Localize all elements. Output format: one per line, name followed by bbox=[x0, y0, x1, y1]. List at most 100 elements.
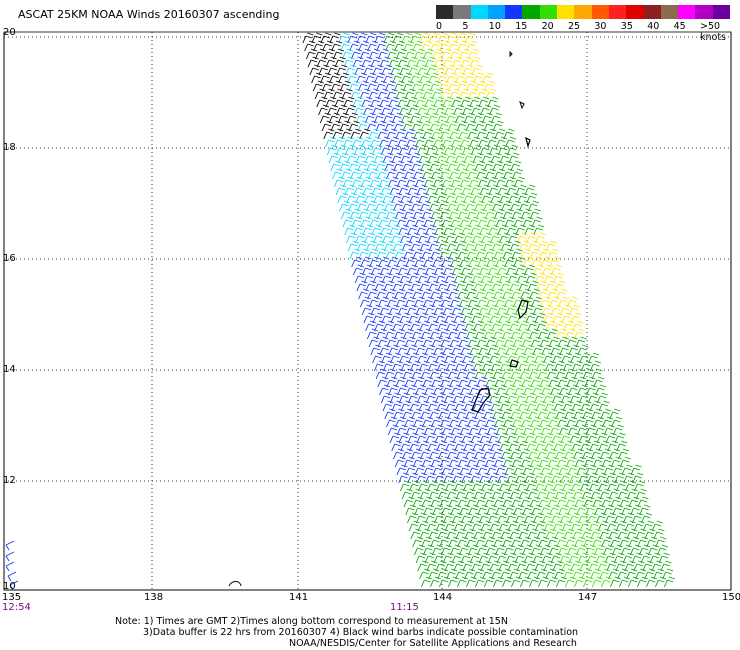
wind-barb bbox=[393, 448, 405, 460]
legend-label-5: 25 bbox=[568, 21, 581, 32]
wind-barb bbox=[438, 576, 450, 588]
wind-barb bbox=[645, 576, 657, 588]
island-small-2 bbox=[519, 101, 525, 110]
wind-barb bbox=[456, 576, 468, 588]
wind-barb bbox=[368, 336, 380, 348]
wind-barb bbox=[398, 472, 410, 484]
legend-label-0: 0 bbox=[436, 21, 443, 32]
wind-barb bbox=[328, 152, 340, 164]
footnotes: Note: 1) Times are GMT 2)Times along bot… bbox=[115, 616, 578, 649]
wind-barb bbox=[564, 576, 576, 588]
island-saipan bbox=[517, 299, 529, 320]
wind-barb bbox=[483, 576, 495, 588]
legend-swatch-7 bbox=[557, 5, 575, 19]
wind-barb bbox=[391, 440, 403, 452]
legend-swatch-10 bbox=[608, 5, 627, 19]
legend-color-bar bbox=[436, 5, 740, 19]
island-small-1 bbox=[525, 136, 531, 149]
wind-barb bbox=[492, 576, 504, 588]
wind-barb bbox=[7, 571, 17, 582]
wind-barb bbox=[321, 120, 333, 132]
wind-barb bbox=[366, 328, 378, 340]
wind-barb bbox=[5, 561, 15, 572]
wind-barb bbox=[396, 464, 408, 476]
legend-swatch-2 bbox=[470, 5, 488, 19]
legend-label-6: 30 bbox=[594, 21, 607, 32]
wind-barb bbox=[591, 576, 603, 588]
legend-swatch-4 bbox=[505, 5, 523, 19]
legend-swatch-9 bbox=[591, 5, 609, 19]
wind-barb bbox=[379, 384, 391, 396]
legend-label-1: 5 bbox=[462, 21, 469, 32]
wind-barb bbox=[316, 96, 328, 108]
x-tick-147: 147 bbox=[578, 592, 598, 603]
wind-barb bbox=[332, 168, 344, 180]
legend-swatch-8 bbox=[574, 5, 592, 19]
wind-barbs bbox=[5, 32, 675, 591]
wind-barb bbox=[546, 576, 558, 588]
legend-labels: 0 5 10 15 20 25 30 35 40 45 >50 knots bbox=[436, 19, 740, 43]
wind-barb bbox=[333, 176, 345, 188]
wind-barb bbox=[349, 248, 361, 260]
y-tick-12: 12 bbox=[3, 475, 16, 486]
wind-barb bbox=[342, 216, 354, 228]
y-tick-16: 16 bbox=[3, 253, 16, 264]
wind-barb bbox=[420, 576, 432, 588]
wind-barb bbox=[501, 576, 513, 588]
wind-barb bbox=[419, 568, 431, 580]
island-west-atoll bbox=[228, 581, 242, 587]
map-frame bbox=[3, 31, 732, 591]
wind-barb bbox=[380, 392, 392, 404]
legend-swatch-11 bbox=[626, 5, 644, 19]
wind-barb bbox=[465, 576, 477, 588]
wind-barb bbox=[387, 424, 399, 436]
wind-barb bbox=[365, 320, 377, 332]
wind-barb bbox=[344, 224, 356, 236]
wind-barb bbox=[312, 80, 324, 92]
legend-label-4: 20 bbox=[541, 21, 554, 32]
wind-barb bbox=[573, 576, 585, 588]
wind-barb bbox=[335, 184, 347, 196]
legend-label-9: 45 bbox=[673, 21, 686, 32]
legend-swatch-16 bbox=[712, 5, 731, 19]
wind-barb bbox=[410, 528, 422, 540]
y-tick-20: 20 bbox=[3, 27, 16, 38]
wind-barb bbox=[528, 576, 540, 588]
legend-swatch-15 bbox=[695, 5, 713, 19]
legend-swatch-3 bbox=[487, 5, 506, 19]
wind-barb bbox=[304, 40, 316, 52]
wind-barb bbox=[370, 344, 382, 356]
legend-swatch-1 bbox=[453, 5, 471, 19]
wind-barb bbox=[347, 240, 359, 252]
island-rota bbox=[509, 359, 519, 368]
island-outlines bbox=[228, 50, 531, 587]
y-tick-18: 18 bbox=[3, 142, 16, 153]
wind-barb bbox=[405, 504, 417, 516]
island-small-3 bbox=[509, 50, 513, 58]
legend-label-10: >50 knots bbox=[700, 21, 727, 43]
x-tick-150: 150 bbox=[722, 592, 740, 603]
y-tick-14: 14 bbox=[3, 364, 16, 375]
legend-swatch-14 bbox=[678, 5, 696, 19]
wind-barb bbox=[663, 576, 675, 588]
legend-label-3: 15 bbox=[515, 21, 528, 32]
wind-barb bbox=[5, 551, 15, 562]
wind-barb bbox=[510, 576, 522, 588]
x-tick-141: 141 bbox=[289, 592, 309, 603]
wind-barb bbox=[311, 72, 323, 84]
note-line-2: 3)Data buffer is 22 hrs from 20160307 4)… bbox=[143, 627, 579, 638]
wind-barb bbox=[326, 144, 338, 156]
wind-barb bbox=[382, 400, 394, 412]
wind-barb bbox=[407, 512, 419, 524]
wind-barb bbox=[447, 576, 459, 588]
legend-swatch-0 bbox=[436, 5, 454, 19]
wind-barb bbox=[363, 312, 375, 324]
wind-barb bbox=[412, 536, 424, 548]
wind-barb bbox=[417, 560, 429, 572]
wind-barb bbox=[325, 136, 337, 148]
wind-speed-legend: 0 5 10 15 20 25 30 35 40 45 >50 knots bbox=[436, 5, 740, 43]
wind-barb bbox=[351, 256, 363, 268]
wind-barb bbox=[401, 488, 413, 500]
island-guam bbox=[471, 387, 491, 413]
wind-barb bbox=[337, 192, 349, 204]
